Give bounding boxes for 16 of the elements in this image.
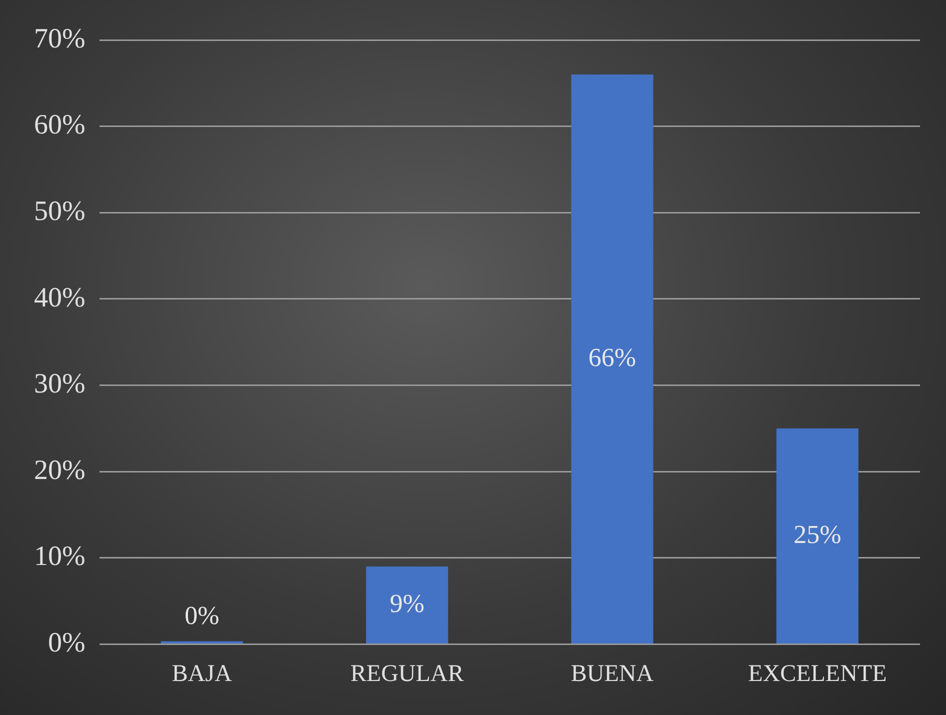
y-tick-label: 0% xyxy=(48,628,86,659)
data-label: 66% xyxy=(588,342,636,372)
data-label: 0% xyxy=(184,601,220,630)
y-tick-label: 50% xyxy=(34,196,86,227)
x-tick-label: EXCELENTE xyxy=(748,660,887,687)
y-tick-label: 10% xyxy=(34,541,86,572)
y-tick-label: 20% xyxy=(34,454,86,486)
data-label: 9% xyxy=(390,588,424,618)
x-tick-label: REGULAR xyxy=(350,660,464,687)
x-tick-label: BUENA xyxy=(570,660,654,687)
y-tick-label: 70% xyxy=(34,23,86,54)
x-tick-label: BAJA xyxy=(172,660,233,687)
data-label: 25% xyxy=(794,520,842,549)
y-tick-label: 40% xyxy=(34,282,86,314)
y-tick-label: 60% xyxy=(34,110,86,141)
y-tick-label: 30% xyxy=(34,368,86,400)
